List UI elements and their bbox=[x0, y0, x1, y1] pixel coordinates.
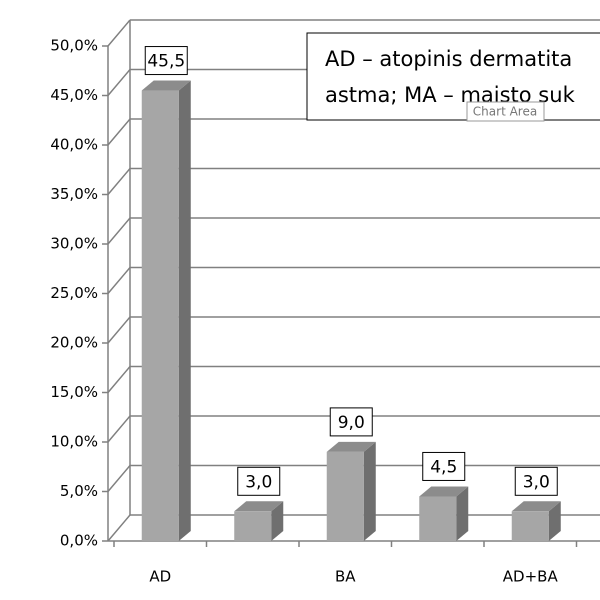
x-tick-label: AD+BA bbox=[503, 568, 559, 586]
bar bbox=[141, 90, 179, 542]
grid-line bbox=[107, 19, 131, 47]
y-tick-label: 15,0% bbox=[50, 383, 98, 401]
data-label: 3,0 bbox=[245, 472, 272, 492]
data-label-box bbox=[144, 46, 188, 76]
y-tick-label: 0,0% bbox=[60, 532, 98, 550]
x-tick-label: BA bbox=[335, 568, 356, 586]
grid-line bbox=[107, 514, 131, 542]
bar bbox=[511, 511, 549, 541]
grid-line bbox=[107, 217, 131, 245]
bar-side bbox=[178, 80, 191, 542]
y-tick-label: 45,0% bbox=[50, 86, 98, 104]
y-tick-label: 10,0% bbox=[50, 433, 98, 451]
grid-line bbox=[107, 267, 131, 294]
grid-line bbox=[107, 118, 131, 146]
y-tick-label: 5,0% bbox=[60, 482, 98, 500]
y-tick-label: 35,0% bbox=[50, 185, 98, 203]
bar-top bbox=[326, 441, 376, 452]
y-tick-label: 50,0% bbox=[50, 37, 98, 55]
data-label-box bbox=[329, 407, 373, 437]
annotation: AD – atopinis dermatita bbox=[325, 47, 572, 71]
data-label: 45,5 bbox=[147, 52, 185, 72]
bar-top bbox=[419, 486, 469, 497]
bar-side bbox=[456, 486, 469, 541]
data-label: 9,0 bbox=[338, 413, 365, 433]
grid-line bbox=[107, 415, 131, 443]
data-label: 3,0 bbox=[523, 472, 550, 492]
data-label: 4,5 bbox=[430, 457, 457, 477]
bar-top bbox=[234, 501, 284, 512]
grid-line bbox=[107, 366, 131, 393]
data-label-box bbox=[514, 466, 558, 496]
bar-top bbox=[511, 501, 561, 512]
data-label-box bbox=[237, 466, 281, 496]
y-tick-label: 20,0% bbox=[50, 334, 98, 352]
grid-line bbox=[107, 316, 131, 344]
y-tick-label: 30,0% bbox=[50, 235, 98, 253]
grid-line bbox=[107, 465, 131, 492]
y-tick-label: 40,0% bbox=[50, 136, 98, 154]
tooltip-box bbox=[466, 101, 545, 122]
bar-side bbox=[363, 441, 376, 541]
grid-line bbox=[107, 168, 131, 195]
annotation-box bbox=[306, 32, 600, 121]
y-tick-label: 25,0% bbox=[50, 284, 98, 302]
bar-side bbox=[548, 501, 561, 541]
data-label-box bbox=[422, 451, 466, 481]
bar bbox=[326, 451, 364, 541]
bar-side bbox=[271, 501, 284, 541]
grid-line bbox=[107, 69, 131, 96]
bar-top bbox=[141, 80, 191, 91]
tooltip: Chart Area bbox=[473, 105, 537, 119]
bar bbox=[234, 511, 272, 541]
bar bbox=[419, 496, 457, 541]
x-tick-label: AD bbox=[149, 568, 171, 586]
